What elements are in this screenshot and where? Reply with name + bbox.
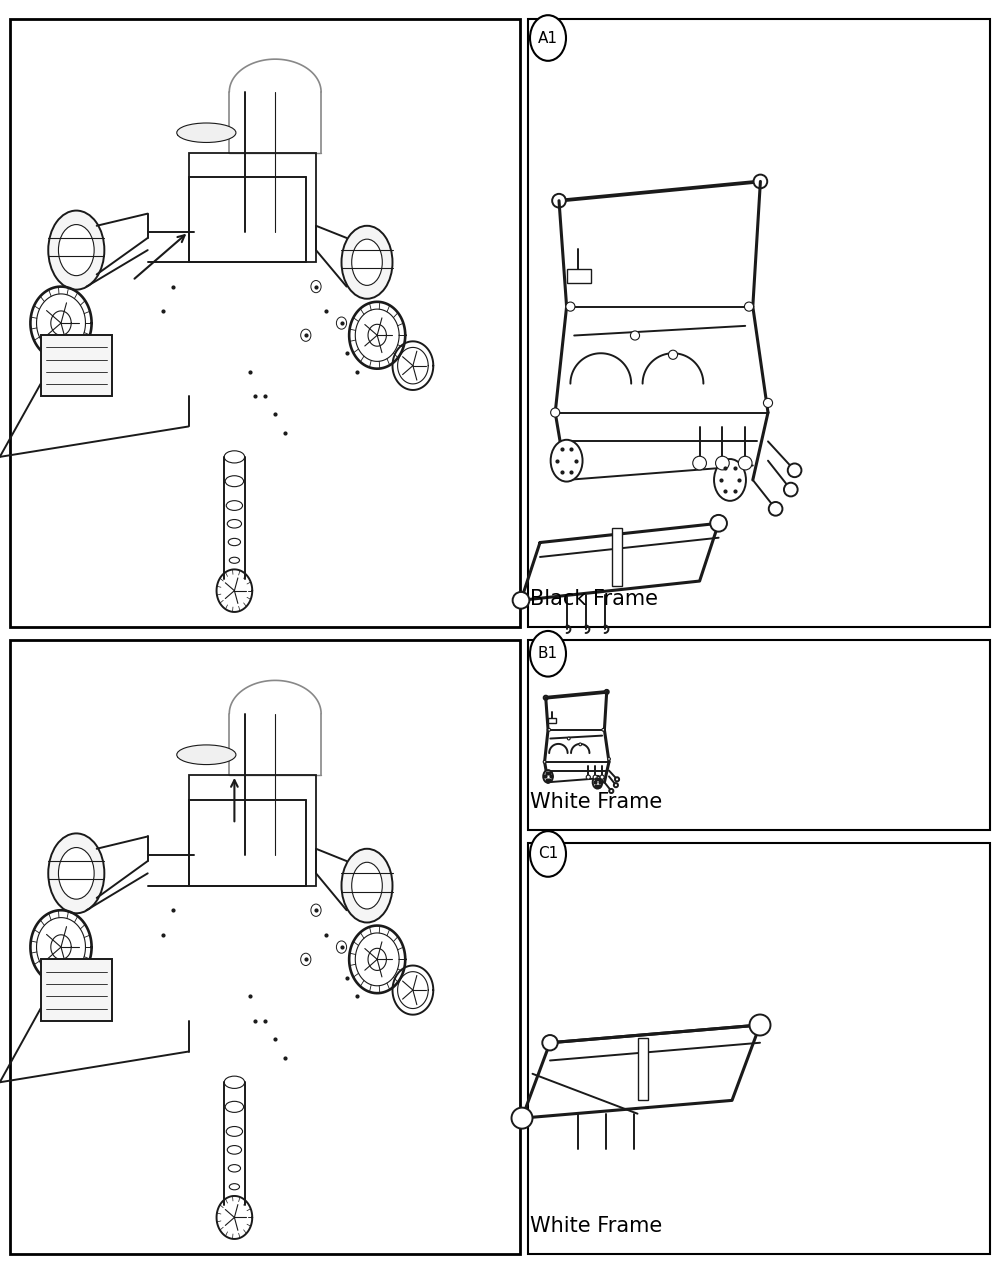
Ellipse shape [229, 1183, 240, 1190]
Ellipse shape [566, 302, 575, 312]
Ellipse shape [750, 1015, 770, 1035]
Ellipse shape [227, 519, 242, 528]
Bar [638, 1039, 648, 1100]
Text: White Frame: White Frame [530, 792, 662, 812]
Ellipse shape [48, 210, 104, 290]
Ellipse shape [48, 834, 104, 914]
Ellipse shape [352, 239, 382, 285]
Ellipse shape [586, 775, 590, 779]
Ellipse shape [224, 1076, 245, 1088]
Ellipse shape [738, 456, 752, 470]
Ellipse shape [224, 451, 245, 462]
Ellipse shape [301, 329, 311, 341]
Ellipse shape [614, 783, 618, 787]
Text: B1: B1 [538, 646, 558, 661]
Ellipse shape [716, 456, 729, 470]
Ellipse shape [225, 475, 244, 487]
Ellipse shape [544, 696, 548, 699]
Ellipse shape [693, 456, 706, 470]
Ellipse shape [543, 760, 546, 763]
Ellipse shape [512, 1107, 532, 1129]
Ellipse shape [600, 775, 604, 779]
Ellipse shape [543, 770, 553, 783]
Bar [188, 775, 316, 886]
Ellipse shape [551, 440, 583, 481]
Ellipse shape [744, 302, 754, 312]
Ellipse shape [342, 849, 392, 922]
Ellipse shape [228, 1164, 241, 1172]
Ellipse shape [593, 775, 602, 788]
Ellipse shape [630, 331, 640, 340]
Bar [41, 336, 112, 397]
Ellipse shape [225, 1101, 244, 1112]
Ellipse shape [301, 953, 311, 965]
Ellipse shape [352, 863, 382, 908]
Ellipse shape [311, 905, 321, 916]
Ellipse shape [763, 398, 773, 408]
Bar [548, 718, 556, 722]
Ellipse shape [226, 500, 243, 511]
Ellipse shape [229, 557, 240, 564]
Ellipse shape [602, 729, 605, 731]
Ellipse shape [177, 745, 236, 764]
Ellipse shape [227, 1145, 242, 1154]
Ellipse shape [58, 224, 94, 276]
Text: White Frame: White Frame [530, 1216, 662, 1237]
Ellipse shape [714, 459, 746, 500]
Circle shape [530, 15, 566, 61]
Ellipse shape [579, 742, 582, 746]
Ellipse shape [788, 464, 801, 478]
Ellipse shape [754, 175, 767, 189]
Ellipse shape [226, 1126, 243, 1136]
Ellipse shape [336, 941, 347, 953]
Circle shape [530, 631, 566, 677]
Ellipse shape [342, 226, 392, 299]
Text: A1: A1 [538, 30, 558, 46]
Text: C1: C1 [538, 846, 558, 862]
Bar [41, 959, 112, 1021]
Bar [10, 19, 520, 627]
Ellipse shape [769, 502, 782, 516]
Ellipse shape [58, 848, 94, 900]
Ellipse shape [605, 689, 609, 694]
Ellipse shape [615, 777, 619, 782]
Bar [528, 843, 990, 1254]
Ellipse shape [784, 483, 798, 497]
Ellipse shape [593, 775, 597, 779]
Bar [188, 153, 316, 262]
Bar [528, 640, 990, 830]
Bar [528, 19, 990, 627]
Ellipse shape [513, 592, 529, 608]
Ellipse shape [551, 408, 560, 417]
Ellipse shape [542, 1035, 558, 1050]
Ellipse shape [609, 789, 613, 793]
Bar [10, 640, 520, 1254]
Ellipse shape [228, 538, 241, 546]
Ellipse shape [336, 317, 347, 329]
Bar [567, 269, 591, 283]
Ellipse shape [567, 737, 570, 740]
Ellipse shape [311, 280, 321, 293]
Ellipse shape [552, 194, 566, 208]
Ellipse shape [668, 350, 678, 360]
Ellipse shape [548, 729, 551, 731]
Ellipse shape [710, 514, 727, 532]
Ellipse shape [177, 123, 236, 142]
Ellipse shape [608, 758, 610, 760]
Text: Black Frame: Black Frame [530, 589, 658, 609]
Circle shape [530, 831, 566, 877]
Bar [612, 528, 622, 585]
